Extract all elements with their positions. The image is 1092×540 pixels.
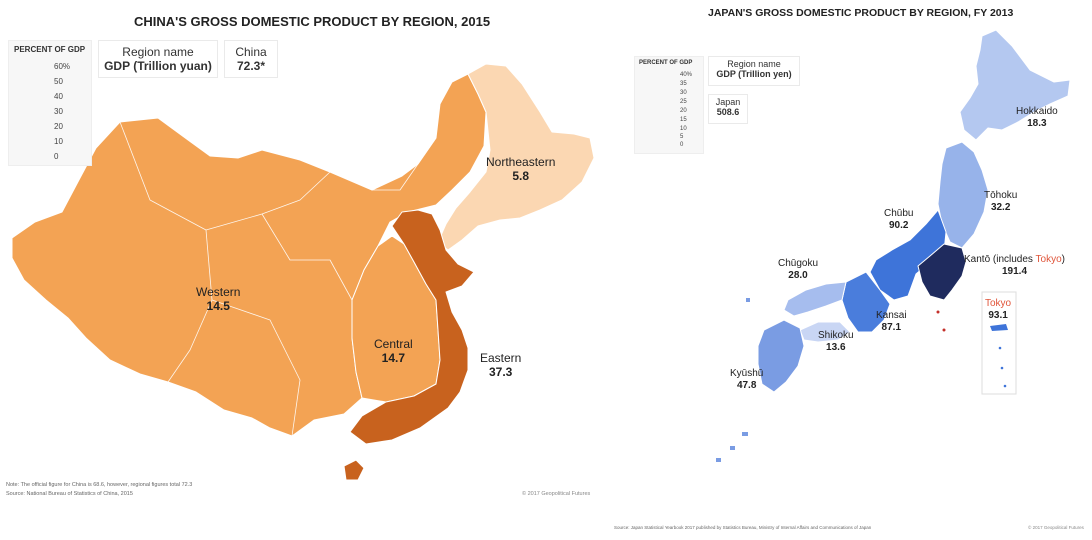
china-label-eastern: Eastern 37.3 xyxy=(480,351,522,379)
japan-label-shikoku: Shikoku 13.6 xyxy=(818,330,854,353)
china-legend-tick: 0 xyxy=(54,152,59,161)
japan-legend-tick: 35 xyxy=(680,81,687,87)
china-legend-tick: 60% xyxy=(54,62,71,71)
china-region-eastern xyxy=(349,209,475,445)
tokyo-inset-box xyxy=(981,291,1017,395)
china-legend-tick: 10 xyxy=(54,137,63,146)
japan-title: JAPAN'S GROSS DOMESTIC PRODUCT BY REGION… xyxy=(708,7,1014,19)
china-label-northeastern: Northeastern 5.8 xyxy=(486,155,556,183)
japan-label-kanto: Kantō (includes Tokyo) 191.4 xyxy=(964,254,1065,277)
china-title: CHINA'S GROSS DOMESTIC PRODUCT BY REGION… xyxy=(134,14,491,29)
japan-total-box: Japan 508.6 xyxy=(708,94,748,124)
china-legend-tick: 50 xyxy=(54,77,63,86)
china-total-box: China 72.3* xyxy=(224,40,278,78)
japan-region-hokkaido xyxy=(959,29,1071,141)
japan-legend-tick: 15 xyxy=(680,117,687,123)
japan-region-tohoku xyxy=(937,141,989,249)
china-region-northeastern xyxy=(437,63,595,251)
japan-total-value: 508.6 xyxy=(716,107,740,117)
kanto-tokyo-highlight: Tokyo xyxy=(1035,254,1062,265)
china-total-name: China xyxy=(235,45,267,59)
china-legend-tick: 30 xyxy=(54,107,63,116)
tokyo-inset-label: Tokyo 93.1 xyxy=(985,298,1012,321)
china-legend-title: PERCENT OF GDP xyxy=(14,45,86,54)
japan-region-kansai xyxy=(841,271,891,333)
china-region-western xyxy=(11,73,487,437)
china-label-central: Central 14.7 xyxy=(374,337,413,365)
japan-total-name: Japan xyxy=(715,97,741,107)
japan-legend-title: PERCENT OF GDP xyxy=(639,60,693,66)
china-note: Note: The official figure for China is 6… xyxy=(6,482,193,488)
china-legend-tick: 40 xyxy=(54,92,63,101)
japan-label-kansai: Kansai 87.1 xyxy=(876,310,907,333)
china-label-western: Western 14.5 xyxy=(196,285,241,313)
japan-legend-tick: 25 xyxy=(680,99,687,105)
china-legend-tick: 20 xyxy=(54,122,63,131)
japan-legend-tick: 10 xyxy=(680,126,687,132)
china-key-value-label: GDP (Trillion yuan) xyxy=(104,59,212,73)
china-legend xyxy=(8,40,92,166)
japan-key-name-label: Region name xyxy=(727,59,781,69)
japan-legend-tick: 40% xyxy=(680,72,693,78)
japan-label-hokkaido: Hokkaido 18.3 xyxy=(1016,106,1058,129)
japan-key-value-label: GDP (Trillion yen) xyxy=(716,69,792,79)
japan-label-chubu: Chūbu 90.2 xyxy=(884,208,914,231)
japan-label-chugoku: Chūgoku 28.0 xyxy=(778,258,819,281)
japan-legend-tick: 5 xyxy=(680,134,684,140)
japan-region-chugoku xyxy=(783,281,847,317)
japan-region-kyushu xyxy=(757,319,805,393)
japan-legend xyxy=(634,56,704,154)
japan-source: Source: Japan Statistical Yearbook 2017 … xyxy=(614,525,872,530)
japan-region-shikoku xyxy=(799,321,851,343)
china-copyright: © 2017 Geopolitical Futures xyxy=(522,491,591,497)
china-source: Source: National Bureau of Statistics of… xyxy=(6,491,133,497)
china-region-hainan xyxy=(343,459,365,481)
japan-legend-tick: 0 xyxy=(680,142,684,148)
japan-label-tohoku: Tōhoku 32.2 xyxy=(984,190,1018,213)
japan-copyright: © 2017 Geopolitical Futures xyxy=(1028,525,1084,530)
china-total-value: 72.3* xyxy=(236,59,266,73)
china-key-box: Region name GDP (Trillion yuan) xyxy=(98,40,218,78)
china-key-name-label: Region name xyxy=(122,45,194,59)
tokyo-inset-shape xyxy=(990,324,1008,331)
japan-region-kanto xyxy=(917,243,967,301)
japan-legend-tick: 20 xyxy=(680,108,687,114)
japan-label-kyushu: Kyūshū 47.8 xyxy=(730,368,764,391)
japan-legend-tick: 30 xyxy=(680,90,687,96)
japan-key-box: Region name GDP (Trillion yen) xyxy=(708,56,800,86)
